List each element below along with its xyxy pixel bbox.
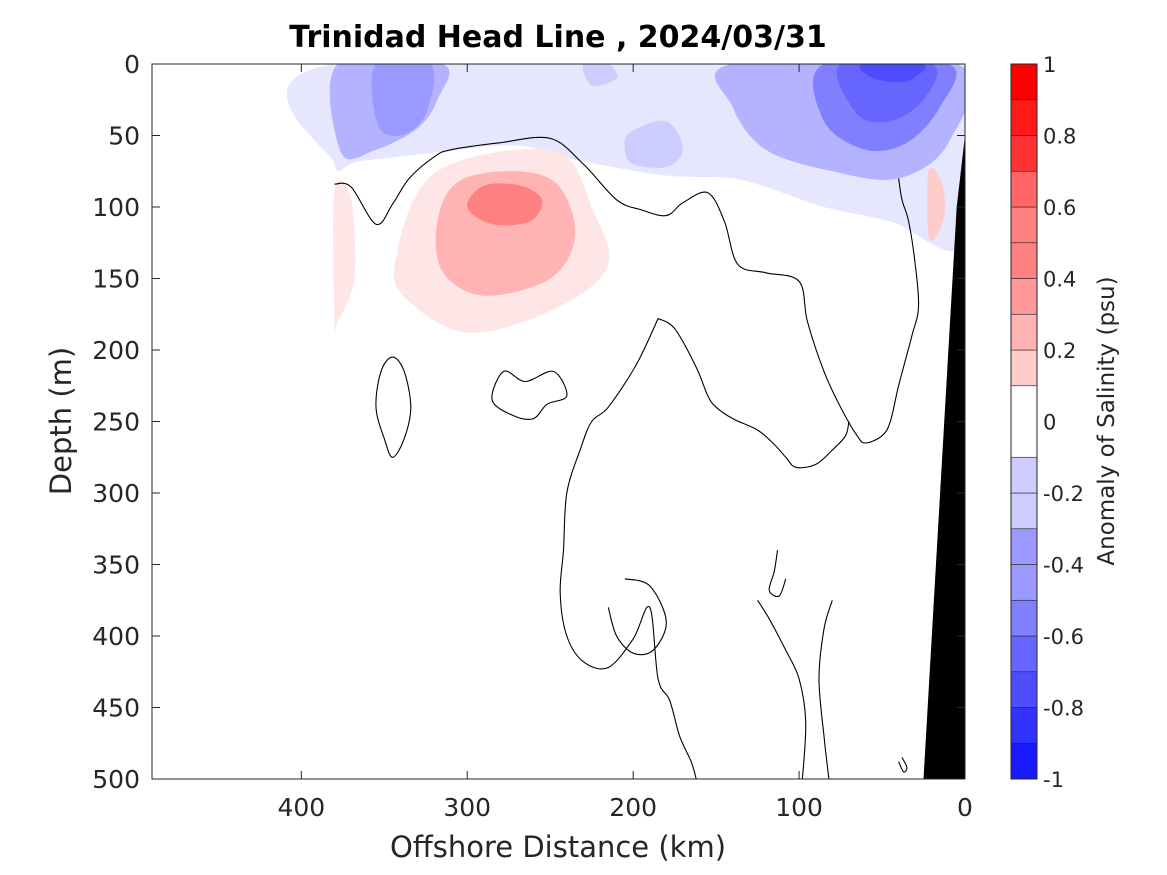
chart-title: Trinidad Head Line , 2024/03/31 — [289, 20, 826, 55]
x-tick-label: 200 — [609, 793, 657, 822]
y-tick-label: 50 — [108, 122, 140, 151]
anomaly-region-fresh-patch-mid-surface — [582, 64, 618, 86]
y-tick-label: 0 — [124, 50, 140, 79]
colorbar-tick-label: 0.2 — [1043, 339, 1076, 363]
colorbar-tick-label: -0.6 — [1043, 625, 1084, 649]
zero-contour-line — [491, 370, 568, 420]
anomaly-region-salty-patch-nearshore — [927, 167, 946, 241]
y-tick-label: 300 — [92, 479, 140, 508]
anomaly-region-fresh-core-nearshore-max — [859, 64, 926, 83]
zero-contour-line — [657, 318, 850, 469]
y-tick-label: 200 — [92, 336, 140, 365]
colorbar-band — [1010, 242, 1038, 279]
colorbar-band — [1010, 349, 1038, 387]
colorbar-tick-label: -0.4 — [1043, 554, 1084, 578]
zero-contour-line — [818, 600, 833, 779]
colorbar-band — [1010, 564, 1038, 601]
colorbar-band — [1010, 385, 1038, 458]
zero-contour-line — [607, 578, 667, 656]
anomaly-region-salty-patch-offshore — [333, 180, 356, 333]
y-axis: 0 50 100 150 200 250 300 350 400 450 500 — [92, 50, 965, 794]
x-axis: 400 300 200 100 0 — [277, 64, 973, 822]
x-tick-label: 100 — [775, 793, 823, 822]
anomaly-region-fresh-pocket-mid — [624, 120, 683, 168]
colorbar-band — [1010, 170, 1038, 208]
colorbar-band — [1010, 635, 1038, 673]
y-axis-label: Depth (m) — [44, 347, 78, 495]
colorbar-tick-label: -0.2 — [1043, 482, 1084, 506]
colorbar-label: Anomaly of Salinity (psu) — [1094, 276, 1120, 565]
colorbar-band — [1010, 599, 1038, 637]
colorbar-tick-label: 0.8 — [1043, 125, 1076, 149]
colorbar-band — [1010, 492, 1038, 530]
y-tick-label: 400 — [92, 622, 140, 651]
x-tick-label: 300 — [443, 793, 491, 822]
zero-contour-line — [898, 757, 908, 773]
colorbar-frame — [1010, 63, 1038, 780]
y-tick-label: 500 — [92, 765, 140, 794]
colorbar-band — [1010, 278, 1038, 315]
colorbar-band — [1010, 456, 1038, 494]
colorbar-band — [1010, 135, 1038, 172]
x-tick-label: 0 — [957, 793, 973, 822]
zero-contour-line — [757, 600, 807, 779]
colorbar-band — [1010, 742, 1038, 780]
colorbar: 1 0.8 0.6 0.4 0.2 0 -0.2 -0.4 -0.6 -0.8 -1 — [1010, 53, 1084, 792]
y-tick-label: 450 — [92, 694, 140, 723]
colorbar-tick-label: 0.4 — [1043, 268, 1076, 292]
zero-contour-line — [768, 550, 787, 598]
colorbar-band — [1010, 206, 1038, 244]
x-tick-label: 400 — [277, 793, 325, 822]
continental-slope — [923, 64, 965, 779]
x-axis-label: Offshore Distance (km) — [390, 830, 726, 864]
anomaly-region-salty-plume-core — [467, 183, 543, 226]
zero-contour-line — [334, 136, 920, 444]
zero-contour-line — [559, 318, 697, 779]
colorbar-band — [1010, 528, 1038, 565]
y-tick-label: 250 — [92, 408, 140, 437]
colorbar-band — [1010, 707, 1038, 744]
anomaly-region-fresh-core-offshore-inner — [371, 64, 435, 137]
colorbar-tick-label: -0.8 — [1043, 697, 1084, 721]
seafloor-topography — [923, 64, 965, 779]
colorbar-tick-label: 0.6 — [1043, 196, 1076, 220]
zero-contours — [334, 136, 920, 779]
zero-contour-line — [375, 356, 412, 458]
colorbar-tick-label: -1 — [1043, 768, 1064, 792]
anomaly-field — [287, 64, 965, 334]
colorbar-tick-label: 0 — [1043, 411, 1056, 435]
colorbar-band — [1010, 313, 1038, 351]
y-tick-label: 350 — [92, 551, 140, 580]
colorbar-tick-label: 1 — [1043, 53, 1056, 77]
y-tick-label: 100 — [92, 193, 140, 222]
colorbar-band — [1010, 99, 1038, 136]
colorbar-band — [1010, 63, 1038, 101]
y-tick-label: 150 — [92, 265, 140, 294]
colorbar-band — [1010, 671, 1038, 708]
